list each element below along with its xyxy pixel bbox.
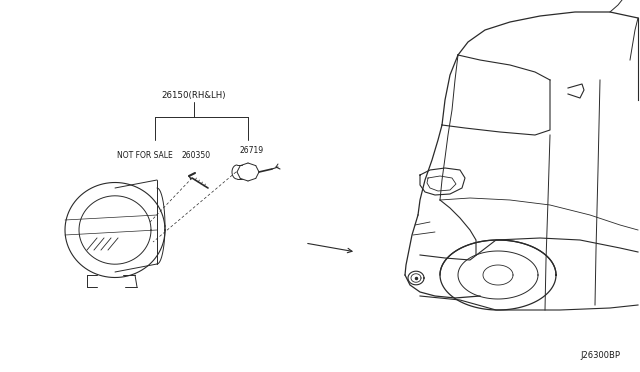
Text: 26719: 26719: [240, 145, 264, 154]
Text: J26300BP: J26300BP: [580, 352, 620, 360]
Text: NOT FOR SALE: NOT FOR SALE: [117, 151, 173, 160]
Text: 26150(RH&LH): 26150(RH&LH): [162, 90, 227, 99]
Text: 260350: 260350: [181, 151, 211, 160]
